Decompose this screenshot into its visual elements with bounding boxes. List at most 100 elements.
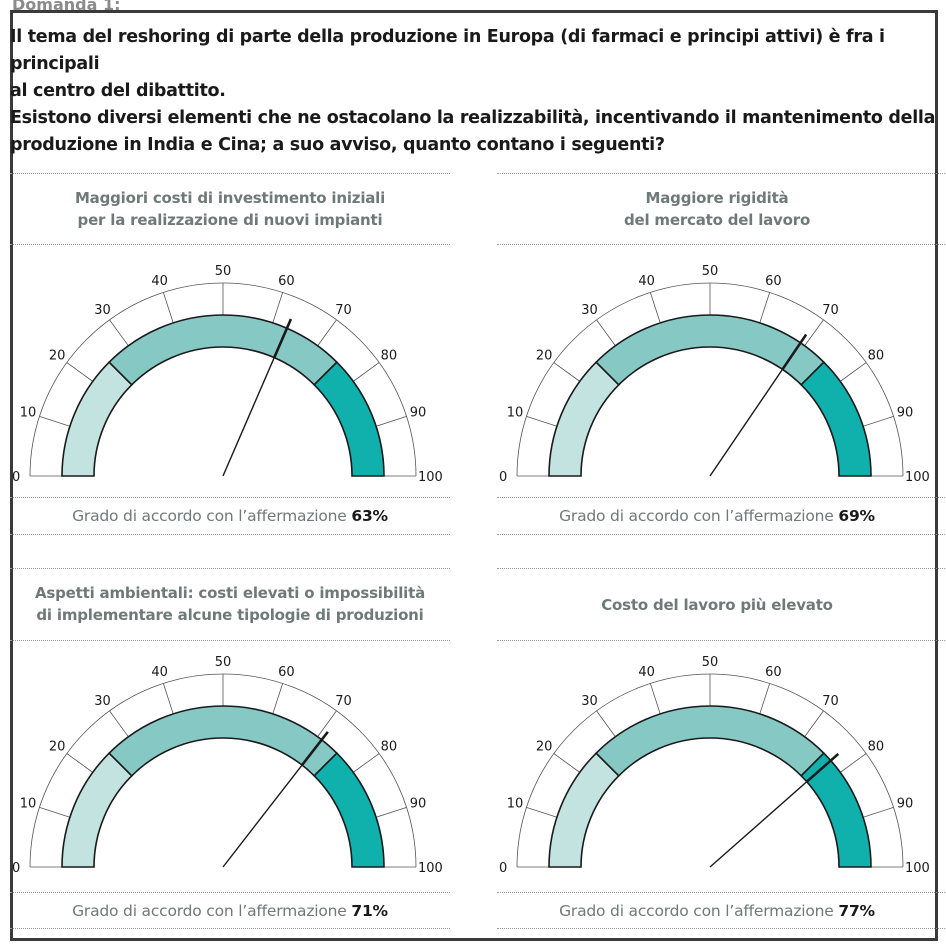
tick-label-10: 10: [20, 406, 37, 421]
tick-line: [162, 683, 174, 715]
gauge-needle-tip: [781, 333, 808, 371]
divider: [10, 244, 450, 245]
tick-line: [759, 292, 771, 324]
divider: [10, 928, 450, 929]
gauge-band-low: [61, 752, 133, 868]
tick-label-60: 60: [278, 274, 295, 289]
gauge-band-high: [800, 752, 872, 868]
gauge-panel-labour-rigidity: Maggiore rigidità del mercato del lavoro…: [497, 173, 946, 535]
panel-title-line: del mercato del lavoro: [623, 211, 811, 229]
tick-label-90: 90: [410, 797, 427, 812]
tick-label-50: 50: [215, 264, 232, 279]
tick-line: [759, 683, 771, 715]
tick-label-50: 50: [215, 655, 232, 670]
tick-line: [353, 753, 380, 773]
gauge-panel-labour-cost: Costo del lavoro più elevato 0 10 20 30 40 50…: [497, 568, 946, 929]
divider: [10, 534, 450, 535]
tick-label-50: 50: [702, 655, 719, 670]
gauge-chart: 0 10 20 30 40 50 60 70 80 90 100: [499, 264, 930, 485]
divider: [497, 497, 946, 498]
tick-line: [804, 710, 824, 737]
tick-label-60: 60: [278, 665, 295, 680]
divider: [497, 640, 946, 641]
tick-label-40: 40: [638, 274, 655, 289]
tick-line: [375, 806, 407, 818]
tick-label-20: 20: [536, 349, 553, 364]
gauge-needle-tip: [273, 318, 293, 359]
tick-label-20: 20: [49, 349, 66, 364]
gauge-band-mid: [595, 314, 825, 386]
tick-label-0: 0: [12, 861, 20, 876]
tick-line: [553, 753, 580, 773]
gauge-needle-tip: [301, 731, 329, 766]
panel-title-line: Costo del lavoro più elevato: [601, 596, 833, 614]
tick-label-10: 10: [507, 406, 524, 421]
divider: [497, 892, 946, 893]
tick-line: [526, 806, 558, 818]
tick-line: [272, 683, 284, 715]
tick-label-0: 0: [499, 470, 507, 485]
divider: [497, 244, 946, 245]
tick-label-100: 100: [905, 861, 930, 876]
tick-label-70: 70: [822, 694, 839, 709]
tick-label-90: 90: [897, 797, 914, 812]
gauge-band-low: [61, 361, 133, 477]
question-text: Il tema del reshoring di parte della pro…: [10, 24, 940, 159]
gauge-chart: 0 10 20 30 40 50 60 70 80 90 100: [12, 655, 443, 876]
gauge-band-low: [548, 361, 620, 477]
value-label: 63%: [351, 507, 388, 525]
tick-label-90: 90: [410, 406, 427, 421]
question-line: produzione in India e Cina; a suo avviso…: [10, 135, 665, 155]
divider: [497, 173, 946, 174]
divider: [10, 568, 450, 569]
tick-label-20: 20: [536, 740, 553, 755]
tick-label-70: 70: [822, 303, 839, 318]
tick-label-100: 100: [418, 861, 443, 876]
panel-title: Maggiori costi di investimento iniziali …: [10, 187, 450, 231]
gauge-band-high: [800, 361, 872, 477]
gauge-panel-environmental: Aspetti ambientali: costi elevati o impo…: [10, 568, 450, 929]
tick-label-60: 60: [765, 274, 782, 289]
gauge-band-high: [313, 361, 385, 477]
panel-title-line: per la realizzazione di nuovi impianti: [77, 211, 383, 229]
tick-label-30: 30: [94, 694, 111, 709]
tick-line: [649, 292, 661, 324]
caption: Grado di accordo con l’affermazione 71%: [10, 902, 450, 920]
tick-label-30: 30: [94, 303, 111, 318]
tick-line: [862, 806, 894, 818]
divider: [10, 640, 450, 641]
divider: [497, 928, 946, 929]
caption-text: Grado di accordo con l’affermazione: [559, 507, 834, 525]
tick-label-30: 30: [581, 694, 598, 709]
gauge-band-mid: [108, 314, 338, 386]
tick-label-40: 40: [638, 665, 655, 680]
question-number: Domanda 1:: [12, 0, 121, 14]
tick-label-80: 80: [381, 349, 398, 364]
tick-label-0: 0: [499, 861, 507, 876]
panel-title-line: di implementare alcune tipologie di prod…: [36, 606, 424, 624]
panel-title-line: Maggiori costi di investimento iniziali: [74, 189, 386, 207]
tick-label-20: 20: [49, 740, 66, 755]
tick-line: [840, 362, 867, 382]
tick-line: [109, 319, 129, 346]
panel-title: Costo del lavoro più elevato: [497, 594, 937, 616]
caption-text: Grado di accordo con l’affermazione: [72, 902, 347, 920]
question-line: al centro del dibattito.: [10, 81, 226, 101]
tick-label-100: 100: [905, 470, 930, 485]
divider: [10, 173, 450, 174]
caption: Grado di accordo con l’affermazione 63%: [10, 507, 450, 525]
tick-label-60: 60: [765, 665, 782, 680]
tick-label-30: 30: [581, 303, 598, 318]
question-line: Esistono diversi elementi che ne ostacol…: [10, 108, 936, 128]
tick-line: [109, 710, 129, 737]
tick-label-100: 100: [418, 470, 443, 485]
tick-line: [39, 415, 71, 427]
tick-line: [66, 362, 93, 382]
value-label: 69%: [838, 507, 875, 525]
gauge-band-mid: [595, 705, 825, 777]
gauge-chart: 0 10 20 30 40 50 60 70 80 90 100: [499, 655, 930, 876]
tick-line: [596, 319, 616, 346]
divider: [10, 497, 450, 498]
tick-label-10: 10: [507, 797, 524, 812]
tick-line: [804, 319, 824, 346]
